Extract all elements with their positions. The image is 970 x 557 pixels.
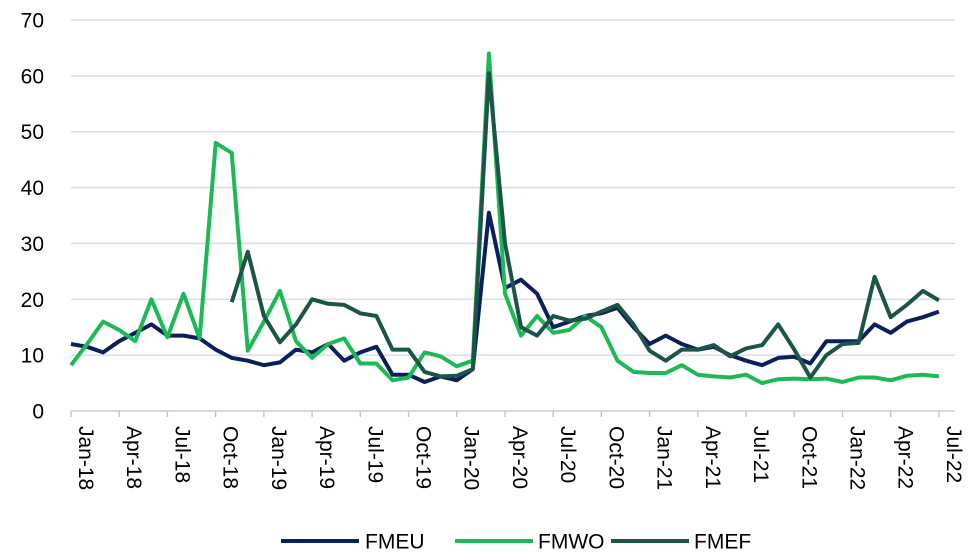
y-tick-label: 30: [21, 233, 44, 256]
x-tick-label: Jul-20: [556, 426, 579, 483]
gridlines: [71, 19, 955, 356]
legend-label: FMEU: [365, 531, 425, 554]
x-axis: Jan-18 Apr-18 Jul-18 Oct-18 Jan-19 Apr-19 Jul-…: [70, 410, 965, 490]
x-tick-label: Apr-20: [508, 426, 531, 489]
legend-label: FMWO: [538, 531, 604, 554]
y-tick-label: 0: [32, 401, 44, 424]
x-tick-label: Jul-18: [170, 426, 193, 483]
x-tick-label: Oct-18: [219, 426, 242, 489]
x-tick-label: Jul-22: [942, 426, 965, 483]
x-tick-label: Jan-19: [267, 426, 290, 490]
y-tick-label: 50: [21, 121, 44, 144]
x-tick-label: Jan-21: [653, 426, 676, 490]
y-tick-label: 10: [21, 345, 44, 368]
x-tick-label: Apr-21: [701, 426, 724, 489]
y-tick-label: 60: [21, 65, 44, 88]
x-tick-label: Oct-21: [797, 426, 820, 489]
legend-item-fmeu: FMEU: [281, 531, 425, 554]
y-tick-label: 70: [21, 10, 44, 33]
series-lines: [69, 51, 940, 386]
x-tick-label: Oct-19: [412, 426, 435, 489]
x-tick-label: Apr-19: [315, 426, 338, 489]
legend: FMEU FMWO FMEF: [281, 531, 751, 554]
legend-item-fmwo: FMWO: [455, 531, 604, 554]
series-line-fmwo: [69, 51, 940, 386]
x-tick-label: Apr-22: [894, 426, 917, 489]
legend-item-fmef: FMEF: [611, 531, 751, 554]
x-tick-label: Jan-18: [74, 426, 97, 490]
y-tick-label: 20: [21, 289, 44, 312]
x-tick-label: Jul-19: [363, 426, 386, 483]
x-tick-label: Jul-21: [749, 426, 772, 483]
x-tick-label: Oct-20: [604, 426, 627, 489]
x-tick-label: Apr-18: [122, 426, 145, 489]
legend-label: FMEF: [694, 531, 751, 554]
y-axis: 0 10 20 30 40 50 60 70: [21, 10, 44, 424]
x-tick-label: Jan-22: [845, 426, 868, 490]
x-tick-label: Jan-20: [460, 426, 483, 490]
y-tick-label: 40: [21, 177, 44, 200]
series-line-fmef: [229, 71, 940, 380]
